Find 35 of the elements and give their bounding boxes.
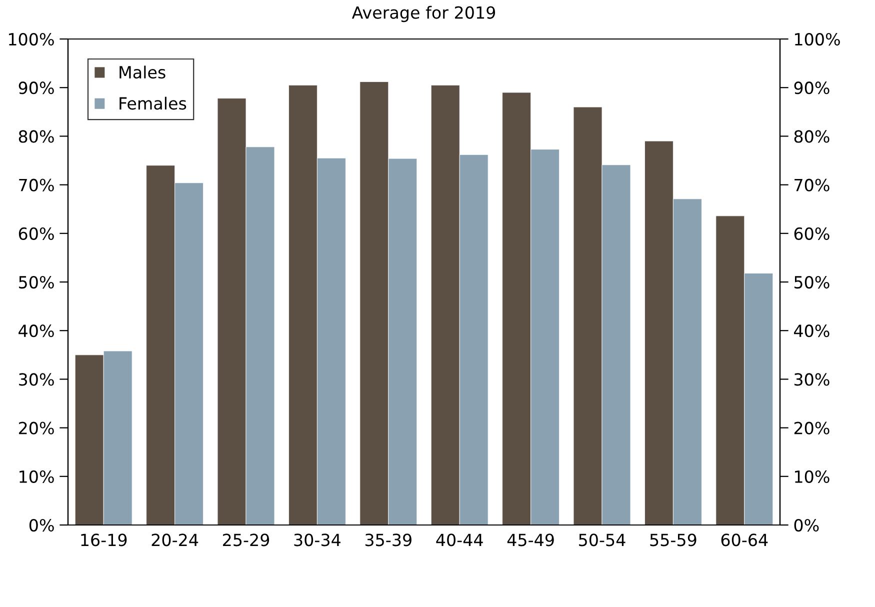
x-tick-label: 45-49 (507, 534, 554, 546)
x-tick-label: 50-54 (579, 534, 626, 546)
x-tick-label: 16-19 (81, 534, 127, 546)
y2-tick-label: 50% (794, 276, 830, 289)
x-tick-label: 20-24 (152, 534, 198, 546)
y-tick-label: 70% (19, 178, 54, 192)
legend-label: Females (120, 96, 186, 110)
y2-tick-label: 80% (794, 130, 830, 143)
y2-tick-label: 30% (794, 373, 830, 386)
x-tick-label: 25-29 (223, 534, 270, 546)
x-tick-label: 30-34 (294, 534, 340, 546)
y-tick-label: 50% (19, 276, 54, 289)
y-tick-label: 100% (8, 32, 54, 46)
x-tick-label: 40-44 (436, 534, 483, 546)
y-tick-label: 30% (19, 373, 54, 386)
y-tick-label: 80% (18, 130, 54, 143)
y2-tick-label: 100% (795, 32, 840, 46)
y-tick-label: 90% (18, 82, 54, 94)
chart-subtitle: Average for 2019 (352, 6, 496, 22)
x-tick-label: 60-64 (721, 534, 768, 546)
y-tick-label: 20% (18, 422, 54, 434)
y2-tick-label: 10% (795, 470, 830, 483)
y2-tick-label: 70% (794, 178, 830, 192)
x-tick-label: 55-59 (650, 534, 696, 546)
x-tick-label: 35-39 (365, 534, 412, 546)
y-tick-label: 10% (20, 470, 54, 483)
y-tick-label: 60% (18, 227, 54, 240)
y2-tick-label: 20% (794, 422, 830, 434)
y-tick-label: 0% (29, 518, 54, 532)
legend-label: Males (120, 66, 166, 79)
y2-tick-label: 0% (794, 518, 819, 532)
y2-tick-label: 60% (794, 227, 830, 240)
y-tick-label: 40% (18, 324, 54, 338)
y2-tick-label: 40% (794, 324, 830, 338)
y2-tick-label: 90% (794, 82, 830, 94)
